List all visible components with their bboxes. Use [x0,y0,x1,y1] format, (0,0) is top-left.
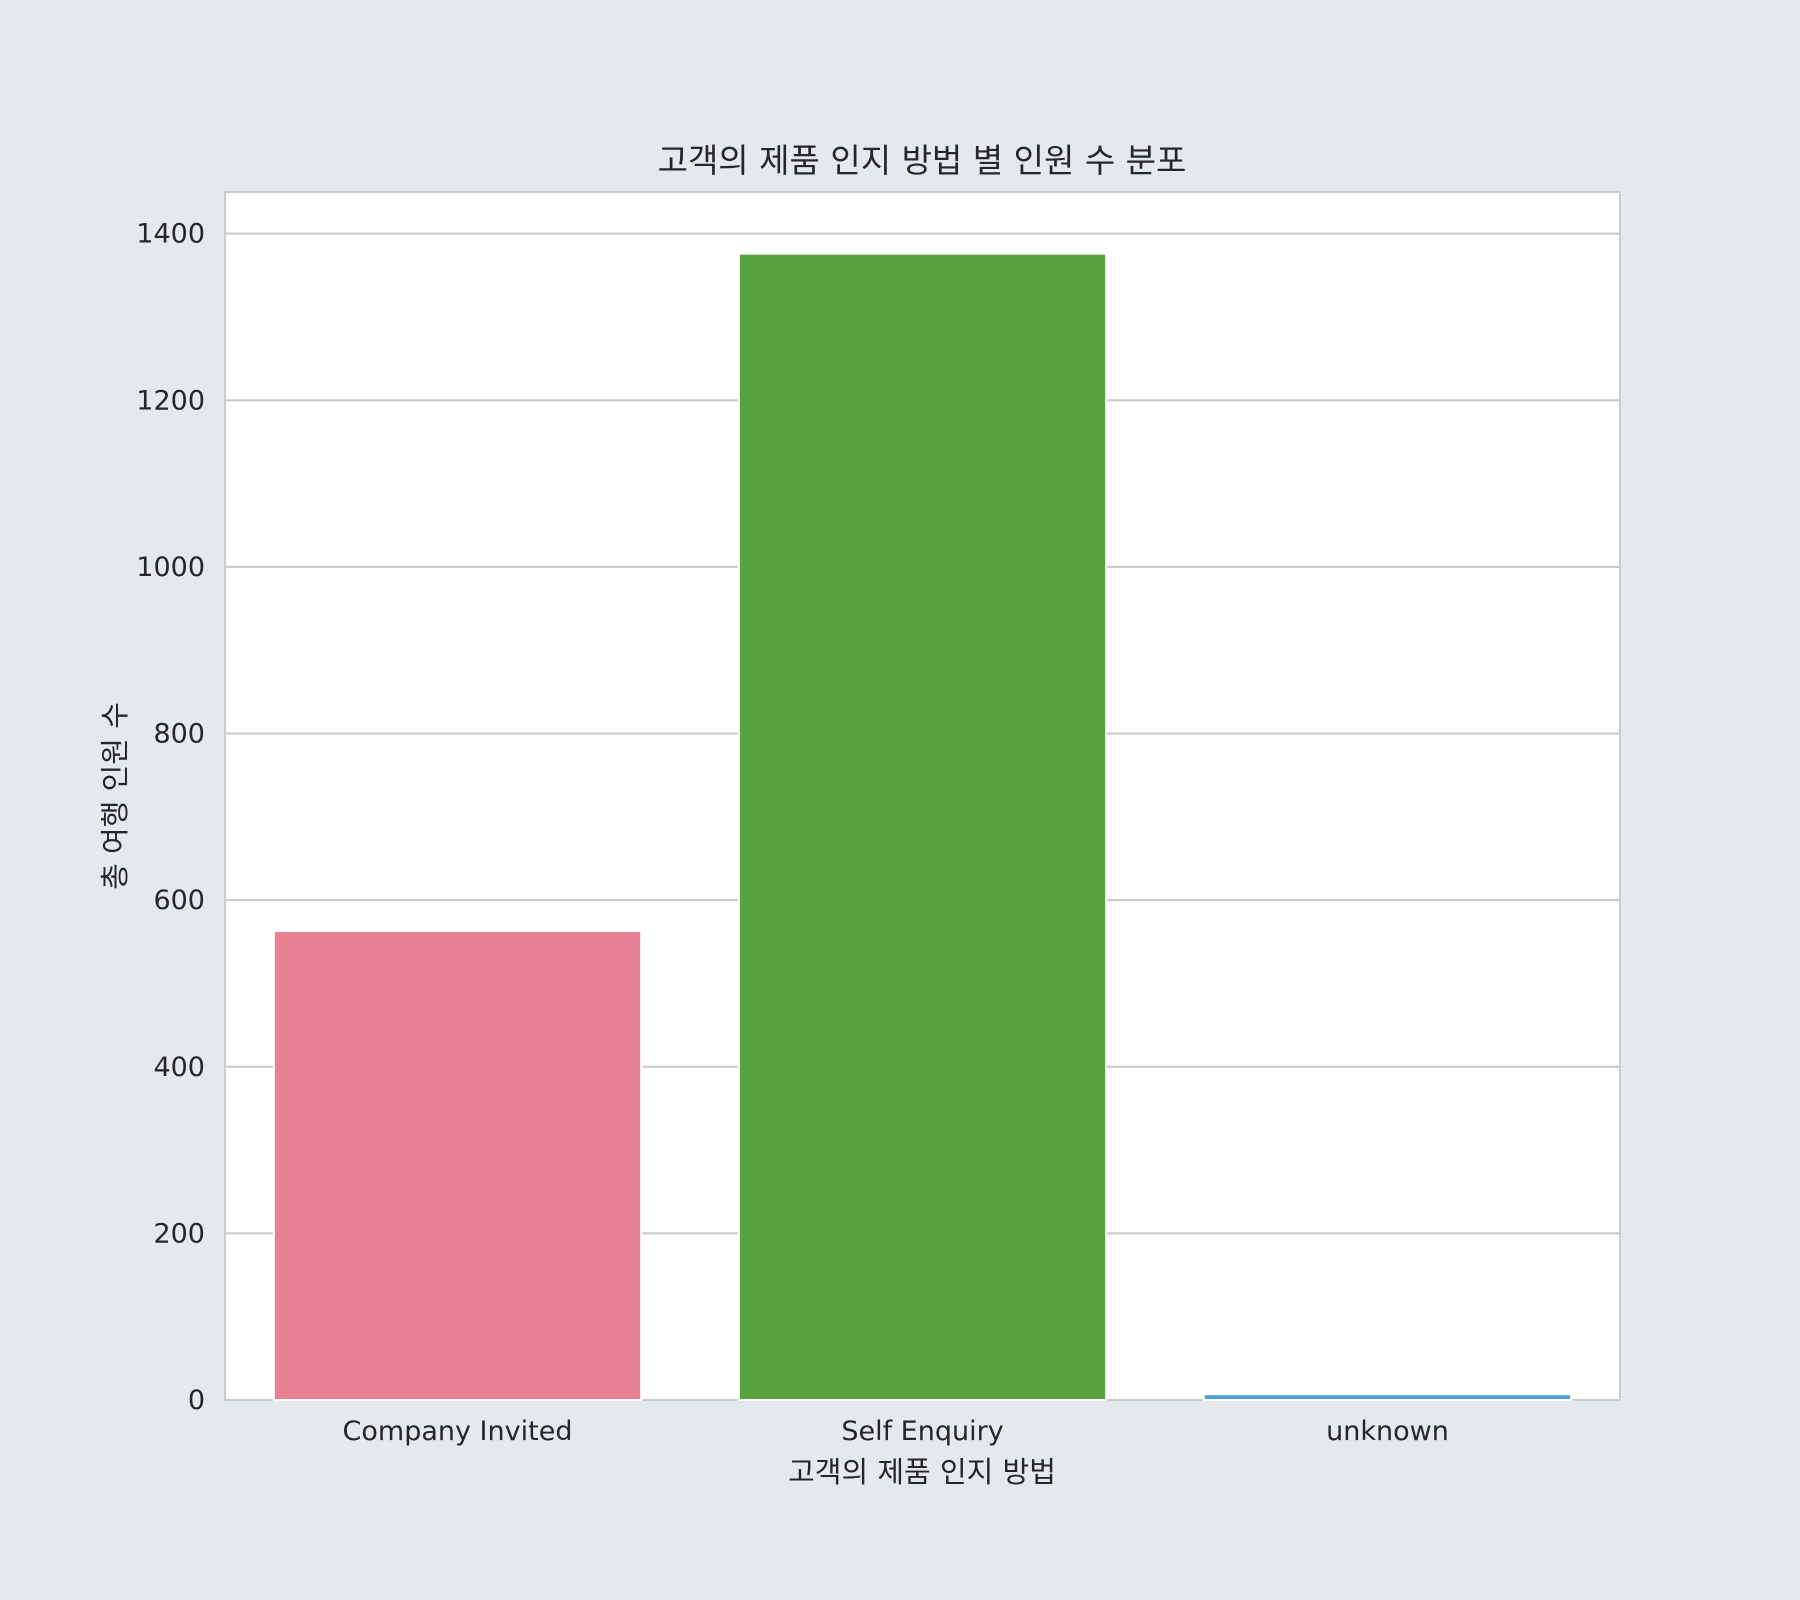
y-tick-label: 1200 [136,385,205,416]
y-tick-label: 200 [153,1218,205,1249]
chart-title: 고객의 제품 인지 방법 별 인원 수 분포 [658,141,1187,180]
x-tick-label: Company Invited [343,1416,573,1447]
x-tick-label: unknown [1326,1416,1449,1447]
y-tick-label: 800 [153,719,205,750]
x-axis-label: 고객의 제품 인지 방법 [788,1455,1056,1489]
bar-unknown [1202,1393,1573,1402]
x-tick-labels: Company Invited Self Enquiry unknown [343,1416,1449,1447]
bar-self-enquiry [737,252,1108,1401]
y-axis-label: 총 여행 인원 수 [98,702,132,890]
y-tick-labels: 0 200 400 600 800 1000 1200 1400 [136,219,205,1416]
y-tick-label: 400 [153,1052,205,1083]
y-tick-label: 600 [153,885,205,916]
bar-company-invited [272,929,643,1401]
y-tick-label: 1400 [136,219,205,250]
y-tick-label: 1000 [136,552,205,583]
x-tick-label: Self Enquiry [841,1416,1003,1447]
bars [272,252,1573,1402]
y-tick-label: 0 [188,1385,205,1416]
